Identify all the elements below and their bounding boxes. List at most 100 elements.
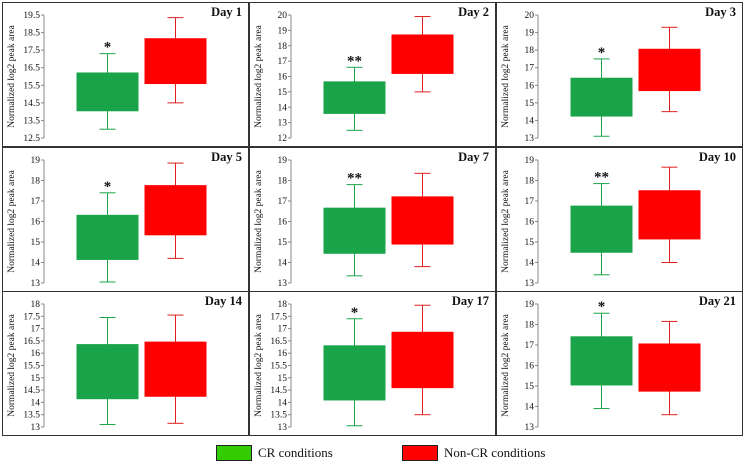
y-tick-label: 13 [525, 423, 535, 433]
panel-title: Day 2 [458, 5, 489, 19]
y-tick-label: 16.5 [270, 337, 287, 347]
cr-box [570, 205, 633, 253]
y-tick-label: 14.5 [23, 99, 40, 109]
y-tick-label: 17.5 [23, 312, 40, 322]
panel-title: Day 14 [205, 294, 243, 308]
y-tick-label: 18 [525, 321, 535, 331]
y-tick-label: 19.5 [23, 11, 40, 21]
y-tick-label: 14 [31, 398, 41, 408]
significance-marker: * [598, 45, 606, 61]
y-tick-label: 14 [525, 403, 535, 413]
y-tick-label: 14 [278, 103, 288, 113]
panel-day-10: 13 14 15 16 17 18 19 Normalized log2 peak area D… [496, 147, 743, 292]
y-tick-label: 15 [278, 238, 288, 248]
y-tick-label: 14.5 [270, 386, 287, 396]
legend-cr-swatch [216, 445, 252, 461]
y-tick-label: 13 [31, 423, 41, 433]
y-tick-label: 16 [278, 218, 288, 228]
cr-box [323, 81, 386, 114]
y-tick-label: 18 [31, 300, 41, 310]
y-tick-label: 14 [278, 259, 288, 269]
y-axis-title: Normalized log2 peak area [7, 169, 17, 272]
noncr-box [391, 34, 454, 74]
significance-marker: * [104, 40, 112, 56]
panel-day-3: 13 14 15 16 17 18 19 20 Normalized log2 peak are… [496, 2, 743, 147]
y-tick-label: 14 [525, 259, 535, 269]
y-tick-label: 15.5 [23, 81, 40, 91]
y-tick-label: 18 [278, 42, 288, 52]
y-tick-label: 17 [278, 57, 288, 67]
y-tick-label: 13 [31, 279, 41, 289]
y-tick-label: 13.5 [23, 411, 40, 421]
legend-cr: CR conditions [216, 444, 333, 462]
panel-title: Day 3 [705, 5, 736, 19]
y-tick-label: 16.5 [23, 64, 40, 74]
noncr-box [391, 196, 454, 245]
y-tick-label: 20 [525, 11, 535, 21]
y-axis-title: Normalized log2 peak area [254, 24, 264, 127]
y-tick-label: 15 [31, 238, 41, 248]
legend-noncr-label: Non-CR conditions [444, 445, 546, 460]
legend-noncr-swatch [402, 445, 438, 461]
y-axis-title: Normalized log2 peak area [7, 313, 17, 416]
y-tick-label: 14.5 [23, 386, 40, 396]
cr-box [323, 207, 386, 254]
y-tick-label: 15 [278, 374, 288, 384]
y-tick-label: 14 [31, 259, 41, 269]
y-axis-title: Normalized log2 peak area [501, 169, 511, 272]
y-tick-label: 19 [31, 156, 41, 166]
y-tick-label: 12.5 [23, 134, 40, 144]
y-tick-label: 15.5 [270, 362, 287, 372]
y-tick-label: 15 [525, 99, 535, 109]
y-tick-label: 16.5 [23, 337, 40, 347]
y-tick-label: 17 [278, 325, 288, 335]
noncr-box [638, 343, 701, 392]
y-tick-label: 13 [278, 279, 288, 289]
noncr-box [638, 190, 701, 240]
y-tick-label: 19 [525, 156, 535, 166]
panel-day-1: 12.5 13.5 14.5 15.5 16.5 17.5 18.5 19.5 Normaliz… [2, 2, 249, 147]
y-tick-label: 15.5 [23, 362, 40, 372]
panel-title: Day 5 [211, 150, 242, 164]
box-plot-grid: 12.5 13.5 14.5 15.5 16.5 17.5 18.5 19.5 Normaliz… [2, 2, 743, 436]
cr-box [76, 214, 139, 260]
panel-title: Day 21 [699, 294, 736, 308]
y-tick-label: 18 [278, 300, 288, 310]
panel-day-5: 13 14 15 16 17 18 19 Normalized log2 peak area D… [2, 147, 249, 292]
panel-border [249, 2, 496, 147]
y-tick-label: 13 [278, 119, 288, 129]
significance-marker: ** [347, 53, 362, 69]
y-tick-label: 13.5 [23, 116, 40, 126]
y-axis-title: Normalized log2 peak area [7, 24, 17, 127]
y-tick-label: 16 [525, 81, 535, 91]
panel-day-21: 13 14 15 16 17 18 19 Normalized log2 peak area D… [496, 291, 743, 436]
panel-day-2: 12 13 14 15 16 17 18 19 20 Normalized log2 peak a… [249, 2, 496, 147]
y-tick-label: 14 [525, 116, 535, 126]
panel-day-14: 13 13.5 14 14.5 15 15.5 16 16.5 17 17.5 18 Normaliz… [2, 291, 249, 436]
cr-box [570, 77, 633, 117]
y-tick-label: 14 [278, 398, 288, 408]
cr-box [323, 345, 386, 401]
noncr-box [144, 38, 207, 85]
noncr-box [638, 48, 701, 92]
y-tick-label: 17 [31, 197, 41, 207]
panel-title: Day 1 [211, 5, 242, 19]
y-tick-label: 12 [278, 134, 288, 144]
y-tick-label: 15 [278, 88, 288, 98]
y-tick-label: 18 [278, 177, 288, 187]
panel-border [2, 2, 249, 147]
y-tick-label: 19 [525, 300, 535, 310]
y-axis-title: Normalized log2 peak area [254, 169, 264, 272]
y-tick-label: 17.5 [23, 46, 40, 56]
noncr-box [391, 331, 454, 389]
panel-border [496, 291, 743, 436]
cr-box [76, 344, 139, 400]
y-tick-label: 13.5 [270, 411, 287, 421]
y-tick-label: 17 [525, 64, 535, 74]
y-tick-label: 16 [31, 218, 41, 228]
y-axis-title: Normalized log2 peak area [501, 24, 511, 127]
y-tick-label: 17 [525, 341, 535, 351]
y-tick-label: 13 [525, 279, 535, 289]
cr-box [76, 72, 139, 112]
y-tick-label: 15 [31, 374, 41, 384]
